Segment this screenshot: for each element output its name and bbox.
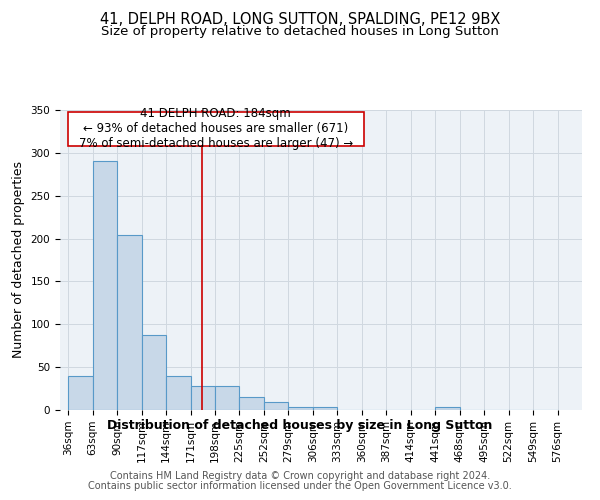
Text: Size of property relative to detached houses in Long Sutton: Size of property relative to detached ho… — [101, 25, 499, 38]
Bar — [142, 336, 166, 410]
Bar — [215, 386, 239, 410]
FancyBboxPatch shape — [68, 112, 364, 146]
Text: Distribution of detached houses by size in Long Sutton: Distribution of detached houses by size … — [107, 420, 493, 432]
Text: 41 DELPH ROAD: 184sqm
← 93% of detached houses are smaller (671)
7% of semi-deta: 41 DELPH ROAD: 184sqm ← 93% of detached … — [79, 108, 353, 150]
Text: Contains public sector information licensed under the Open Government Licence v3: Contains public sector information licen… — [88, 481, 512, 491]
Bar — [435, 408, 460, 410]
Bar — [191, 386, 215, 410]
Bar — [117, 235, 142, 410]
Text: Contains HM Land Registry data © Crown copyright and database right 2024.: Contains HM Land Registry data © Crown c… — [110, 471, 490, 481]
Bar — [289, 406, 313, 410]
Bar — [92, 162, 117, 410]
Text: 41, DELPH ROAD, LONG SUTTON, SPALDING, PE12 9BX: 41, DELPH ROAD, LONG SUTTON, SPALDING, P… — [100, 12, 500, 28]
Y-axis label: Number of detached properties: Number of detached properties — [12, 162, 25, 358]
Bar — [68, 376, 92, 410]
Bar — [313, 406, 337, 410]
Bar — [166, 376, 191, 410]
Bar — [239, 397, 264, 410]
Bar — [264, 402, 289, 410]
